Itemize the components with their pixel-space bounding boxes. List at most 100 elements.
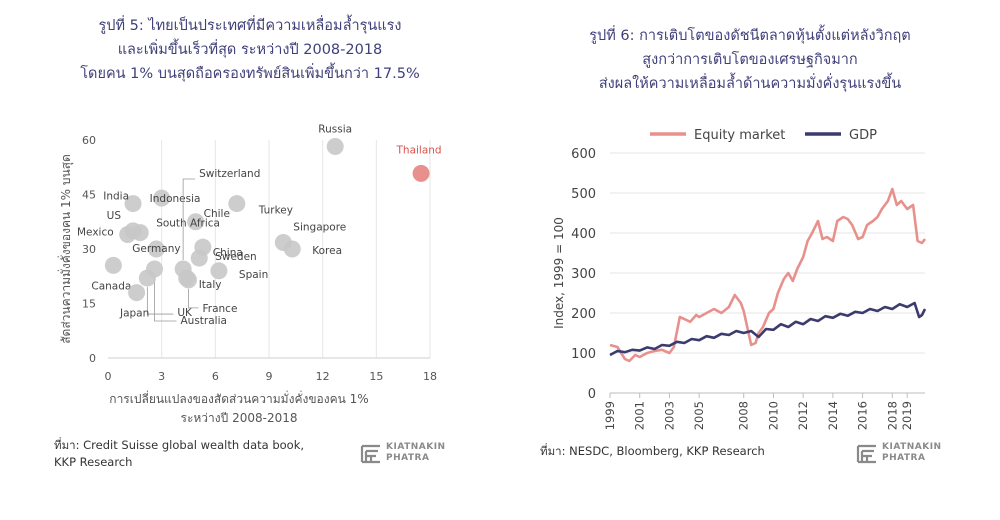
left-title-line-1: รูปที่ 5: ไทยเป็นประเทศที่มีความเหลื่อมล… — [98, 18, 402, 34]
y-axis-title: สัดส่วนความมั่งคั่งของคน 1% บนสุด — [57, 154, 74, 344]
x-tick-label: 2012 — [796, 401, 810, 430]
scatter-point — [187, 213, 205, 231]
logo-line-2: PHATRA — [882, 453, 926, 463]
y-tick-label: 30 — [82, 243, 96, 256]
x-tick-label: 2001 — [633, 401, 647, 430]
scatter-point — [147, 240, 165, 258]
scatter-point — [119, 225, 137, 243]
leader-line — [146, 287, 174, 315]
x-axis-title: ระหว่างปี 2008-2018 — [181, 411, 298, 425]
kkp-logo-mark-icon — [360, 444, 380, 464]
scatter-point — [138, 269, 156, 287]
point-france: France — [180, 271, 237, 315]
leader-line — [182, 178, 196, 260]
point-label: China — [213, 247, 243, 259]
point-label: France — [203, 303, 238, 315]
point-korea: Korea — [283, 240, 342, 258]
point-label: Turkey — [258, 205, 293, 217]
leader-line — [154, 277, 177, 322]
x-tick-label: 15 — [369, 370, 383, 383]
scatter-point — [228, 195, 246, 213]
legend-label: Equity market — [694, 128, 785, 143]
left-source-line-1: ที่มา: Credit Suisse global wealth data … — [54, 438, 305, 452]
scatter-point — [104, 256, 122, 274]
point-label: India — [103, 191, 129, 203]
point-label: Japan — [119, 308, 149, 320]
y-tick-label: 200 — [571, 307, 596, 322]
left-title-line-3: โดยคน 1% บนสุดถือครองทรัพย์สินเพิ่มขึ้นก… — [80, 66, 420, 82]
y-tick-label: 300 — [571, 267, 596, 282]
point-label: US — [107, 210, 122, 222]
right-title-line-2: สูงกว่าการเติบโตของเศรษฐกิจมาก — [642, 52, 858, 68]
legend-label: GDP — [849, 128, 877, 143]
series-line-equity-market — [609, 187, 927, 363]
point-indonesia: Indonesia — [150, 189, 201, 207]
point-label: Canada — [91, 280, 131, 292]
point-australia: Australia — [146, 260, 227, 327]
right-chart-title: รูปที่ 6: การเติบโตของดัชนีตลาดหุ้นตั้งแ… — [500, 24, 1000, 96]
point-uk: UK — [138, 269, 193, 319]
scatter-point — [131, 224, 149, 242]
scatter-point — [153, 189, 171, 207]
right-panel: รูปที่ 6: การเติบโตของดัชนีตลาดหุ้นตั้งแ… — [500, 0, 1000, 512]
point-japan: Japan — [119, 284, 149, 320]
scatter-point — [128, 284, 146, 302]
left-panel: รูปที่ 5: ไทยเป็นประเทศที่มีความเหลื่อมล… — [0, 0, 500, 512]
kkp-logo-mark-icon — [856, 444, 876, 464]
y-tick-label: 100 — [571, 347, 596, 362]
x-axis-title: การเปลี่ยนแปลงของสัดส่วนความมั่งคั่งของค… — [109, 390, 368, 406]
right-source-line: ที่มา: NESDC, Bloomberg, KKP Research — [540, 444, 765, 458]
point-label: Thailand — [396, 144, 442, 156]
scatter-point — [124, 195, 142, 213]
point-label: South Africa — [156, 218, 220, 230]
point-spain: Spain — [210, 262, 268, 281]
point-label: Sweden — [215, 251, 257, 263]
kkp-logo-left: KIATNAKIN PHATRA — [360, 441, 450, 467]
point-south-africa: South Africa — [131, 218, 220, 242]
y-tick-label: 45 — [82, 189, 96, 202]
point-label: Spain — [239, 269, 268, 281]
point-turkey: Turkey — [228, 195, 293, 217]
point-label: Indonesia — [150, 193, 201, 205]
x-tick-label: 3 — [158, 370, 165, 383]
y-tick-label: 500 — [571, 187, 596, 202]
point-label: Mexico — [77, 226, 114, 238]
left-chart-title: รูปที่ 5: ไทยเป็นประเทศที่มีความเหลื่อมล… — [0, 14, 500, 86]
x-tick-label: 2010 — [766, 401, 780, 430]
point-canada: Canada — [91, 256, 131, 292]
point-germany: Germany — [132, 240, 181, 258]
point-mexico: Mexico — [77, 225, 137, 243]
x-tick-label: 2008 — [737, 401, 751, 430]
left-source-line-2: KKP Research — [54, 455, 133, 469]
kkp-logo-right: KIATNAKIN PHATRA — [856, 441, 946, 467]
point-label: Chile — [204, 208, 230, 220]
x-tick-label: 2016 — [856, 401, 870, 430]
leader-line — [188, 288, 199, 309]
legend-item-gdp: GDP — [805, 128, 877, 143]
point-russia: Russia — [318, 124, 352, 156]
point-chile: Chile — [187, 208, 230, 231]
logo-line-2: PHATRA — [386, 453, 430, 463]
scatter-chart: 0 3 6 9 12 15 18 0 15 30 45 60 การเปลี่ยนแปลงของสัดส… — [57, 124, 442, 425]
scatter-point — [283, 240, 301, 258]
point-label: UK — [177, 307, 193, 319]
x-tick-label: 6 — [212, 370, 219, 383]
y-tick-label: 0 — [588, 387, 596, 402]
x-tick-label: 2014 — [826, 401, 840, 430]
left-title-line-2: และเพิ่มขึ้นเร็วที่สุด ระหว่างปี 2008-20… — [117, 42, 383, 58]
legend-item-equity-market: Equity market — [650, 128, 785, 143]
x-tick-label: 2003 — [662, 401, 676, 430]
y-tick-label: 15 — [82, 298, 96, 311]
line-chart: 0 100 200 300 400 500 600 1999 2001 2003 2005 2008 2… — [552, 128, 927, 430]
scatter-point — [210, 262, 228, 280]
point-label: Singapore — [293, 221, 346, 233]
y-tick-label: 600 — [571, 147, 596, 162]
logo-line-1: KIATNAKIN — [386, 442, 446, 452]
scatter-point — [412, 164, 430, 182]
y-tick-label: 60 — [82, 134, 96, 147]
logo-line-1: KIATNAKIN — [882, 442, 942, 452]
point-sweden: Sweden — [190, 249, 257, 267]
scatter-point — [326, 138, 344, 156]
x-tick-label: 1999 — [603, 401, 617, 430]
y-tick-label: 400 — [571, 227, 596, 242]
